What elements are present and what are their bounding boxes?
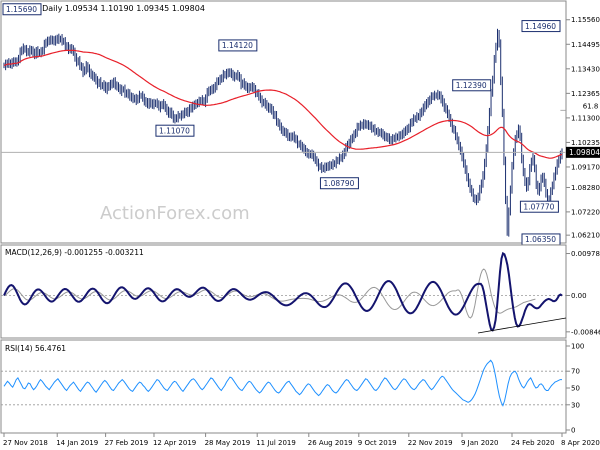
rsi-panel: RSI(14) 56.4761 100 70 50 30 0 xyxy=(0,339,584,435)
price-annotation-label: 1.12390 xyxy=(456,81,487,90)
rsi-line xyxy=(3,359,562,407)
rsi-label: RSI(14) xyxy=(5,344,33,353)
price-annotation-box xyxy=(519,200,559,213)
price-annotation-label: 1.06350 xyxy=(525,235,556,244)
macd-signal-line xyxy=(3,268,536,319)
date-tick-label: 8 Apr 2020 xyxy=(561,439,600,447)
price-annotation-label: 1.11070 xyxy=(159,126,190,135)
date-tick-label: 24 Feb 2020 xyxy=(511,439,555,447)
price-panel: EURUSD,Daily 1.09534 1.10190 1.09345 1.0… xyxy=(0,0,600,246)
price-annotation-box xyxy=(218,39,258,52)
price-annotation-box xyxy=(521,20,561,33)
date-tick-label: 26 Aug 2019 xyxy=(308,439,353,447)
price-annotation-label: 1.08790 xyxy=(323,179,354,188)
macd-panel: MACD(12,26,9) -0.001255 -0.003211 0.0097… xyxy=(0,244,600,339)
price-annotation-box xyxy=(452,79,492,92)
macd-tick-label: 0.00978 xyxy=(571,250,600,258)
price-annotations: 1.15690 1.14120 1.11070 1.08790 1.12390 1.149… xyxy=(2,3,599,246)
rsi-header: RSI(14) 56.4761 xyxy=(5,344,66,353)
last-price-marker: 1.09804 xyxy=(1,146,600,158)
price-tick-label: 1.15560 xyxy=(571,16,600,24)
date-tick-label: 28 May 2019 xyxy=(205,439,251,447)
date-tick-label: 9 Oct 2019 xyxy=(358,439,397,447)
macd-label: MACD(12,26,9) xyxy=(5,248,62,257)
rsi-tick-label: 50 xyxy=(571,385,580,393)
macd-line xyxy=(3,251,563,332)
rsi-tick-label: 100 xyxy=(571,343,584,351)
price-panel-frame xyxy=(0,0,567,244)
price-tick-label: 1.12365 xyxy=(571,90,600,98)
date-tick-label: 27 Nov 2018 xyxy=(3,439,48,447)
price-annotation-box xyxy=(319,177,359,190)
ohlc-high: 1.10190 xyxy=(101,4,134,13)
date-tick-label: 11 Jul 2019 xyxy=(256,439,296,447)
macd-panel-frame xyxy=(0,244,567,339)
price-tick-label: 1.09170 xyxy=(571,163,600,171)
macd-tick-label: -0.008464 xyxy=(571,328,600,336)
macd-tick-label: 0.00 xyxy=(571,292,587,300)
price-annotation-label: 1.14960 xyxy=(525,22,556,31)
macd-signal-value: -0.003211 xyxy=(105,248,144,257)
price-annotation-label: 1.07770 xyxy=(523,203,554,212)
macd-header: MACD(12,26,9) -0.001255 -0.003211 xyxy=(5,248,144,257)
watermark: ActionForex.com xyxy=(100,203,250,224)
fib-level-label: 61.8 xyxy=(583,102,599,110)
moving-average-line xyxy=(3,49,563,159)
macd-trendline xyxy=(477,317,567,334)
price-tick-label: 1.07220 xyxy=(571,208,600,216)
rsi-tick-label: 0 xyxy=(571,427,575,435)
price-annotation-box xyxy=(155,124,195,137)
date-x-axis: 27 Nov 2018 14 Jan 2019 27 Feb 2019 12 Apr … xyxy=(3,433,600,447)
price-tick-label: 1.10235 xyxy=(571,139,600,147)
ohlc-low: 1.09345 xyxy=(136,4,169,13)
macd-y-axis: 0.00978 0.00 -0.008464 xyxy=(566,250,600,336)
ohlc-open: 1.09534 xyxy=(65,4,98,13)
price-tick-label: 1.13430 xyxy=(571,65,600,73)
price-tick-label: 1.11300 xyxy=(571,114,600,122)
rsi-tick-label: 70 xyxy=(571,368,580,376)
last-price-label: 1.09804 xyxy=(569,148,600,157)
date-tick-label: 14 Jan 2019 xyxy=(56,439,98,447)
rsi-tick-label: 30 xyxy=(571,401,580,409)
price-annotation-label: 1.14120 xyxy=(222,41,253,50)
price-tick-label: 1.14495 xyxy=(571,41,600,49)
date-tick-label: 27 Feb 2019 xyxy=(105,439,149,447)
price-tick-label: 1.06210 xyxy=(571,232,600,240)
last-price-box xyxy=(566,146,600,158)
ohlc-close: 1.09804 xyxy=(172,4,205,13)
rsi-y-axis: 100 70 50 30 0 xyxy=(566,343,584,435)
date-tick-label: 12 Apr 2019 xyxy=(153,439,196,447)
rsi-value: 56.4761 xyxy=(35,344,66,353)
price-annotation-box xyxy=(2,3,42,16)
date-tick-label: 22 Nov 2019 xyxy=(408,439,453,447)
price-tick-label: 1.08280 xyxy=(571,184,600,192)
price-annotation-label: 1.15690 xyxy=(6,5,37,14)
price-y-axis: 1.15560 1.14495 1.13430 1.12365 1.11300 1.102… xyxy=(566,16,600,240)
date-tick-label: 9 Jan 2020 xyxy=(461,439,499,447)
macd-value: -0.001255 xyxy=(64,248,103,257)
